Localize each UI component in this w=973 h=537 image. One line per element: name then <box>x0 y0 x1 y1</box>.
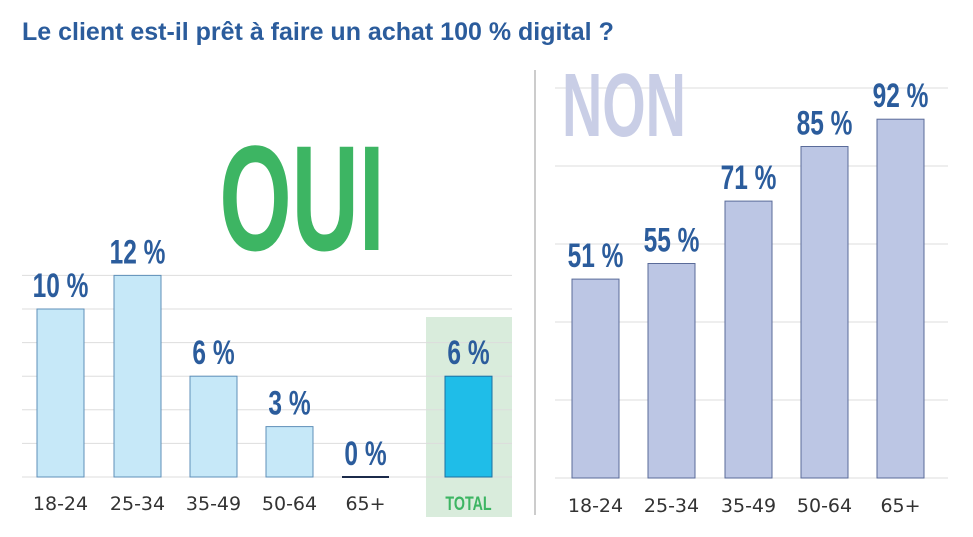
value-label: 0 % <box>344 435 386 473</box>
tick-label: 18-24 <box>33 493 88 515</box>
value-label: 6 % <box>447 334 489 372</box>
chart-title: Le client est-il prêt à faire un achat 1… <box>22 18 614 46</box>
bar-50-64 <box>265 426 314 478</box>
bar-35-49 <box>724 200 773 479</box>
tick-label: 65+ <box>345 493 385 515</box>
non-heading: NON <box>562 54 686 155</box>
tick-label: 25-34 <box>110 493 165 515</box>
bar-50-64 <box>800 146 849 479</box>
value-label: 6 % <box>192 334 234 372</box>
oui-heading: OUI <box>219 115 384 282</box>
tick-label: TOTAL <box>445 493 491 514</box>
value-label: 92 % <box>873 77 929 115</box>
tick-label: 65+ <box>880 495 920 517</box>
tick-label: 50-64 <box>262 493 317 515</box>
tick-label: 18-24 <box>568 495 623 517</box>
tick-label: 50-64 <box>797 495 852 517</box>
value-label: 51 % <box>568 237 624 275</box>
bar-65+ <box>876 118 925 479</box>
value-label: 85 % <box>797 105 853 143</box>
value-label: 10 % <box>33 267 89 305</box>
value-label: 71 % <box>721 159 777 197</box>
bar-25-34 <box>647 263 696 479</box>
bar-18-24 <box>571 278 620 479</box>
tick-label: 25-34 <box>644 495 699 517</box>
value-label: 12 % <box>110 234 166 272</box>
bar-TOTAL <box>444 375 493 478</box>
bar-35-49 <box>189 375 238 478</box>
bar-18-24 <box>36 308 85 478</box>
bar-25-34 <box>113 274 162 478</box>
tick-label: 35-49 <box>186 493 241 515</box>
value-label: 55 % <box>644 222 700 260</box>
tick-label: 35-49 <box>721 495 776 517</box>
value-label: 3 % <box>268 385 310 423</box>
